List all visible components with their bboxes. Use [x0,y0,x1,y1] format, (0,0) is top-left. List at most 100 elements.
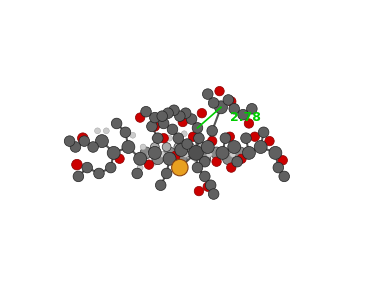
Circle shape [194,151,200,157]
Circle shape [120,127,131,138]
Circle shape [169,105,179,116]
Circle shape [203,89,213,99]
Circle shape [150,122,160,131]
Circle shape [140,144,146,150]
Circle shape [174,143,183,151]
Circle shape [241,133,251,143]
Circle shape [171,151,180,161]
Circle shape [247,103,257,114]
Circle shape [279,171,289,182]
Circle shape [78,133,88,143]
Circle shape [209,98,219,108]
Circle shape [73,171,84,182]
Circle shape [171,151,177,157]
Circle shape [237,154,246,163]
Circle shape [173,159,184,170]
Circle shape [115,154,124,163]
Circle shape [187,147,199,159]
Circle shape [175,143,188,156]
Circle shape [244,119,254,128]
Circle shape [192,162,203,173]
Circle shape [159,151,165,157]
Circle shape [72,159,82,170]
Circle shape [207,136,217,146]
Circle shape [181,131,187,137]
Circle shape [94,128,100,134]
Circle shape [200,156,210,167]
Circle shape [197,108,207,118]
Circle shape [147,151,153,157]
Circle shape [186,114,197,124]
Circle shape [152,153,164,165]
Circle shape [223,153,234,165]
Circle shape [241,151,247,157]
Circle shape [163,152,176,165]
Circle shape [178,117,187,127]
Circle shape [136,113,145,122]
Circle shape [198,143,206,151]
Circle shape [238,109,249,120]
Circle shape [105,162,116,173]
Circle shape [155,180,166,191]
Circle shape [82,162,93,173]
Circle shape [162,143,171,151]
Circle shape [152,135,158,141]
Text: 2.78: 2.78 [230,111,261,124]
Circle shape [250,132,260,141]
Circle shape [147,121,157,132]
Circle shape [254,141,267,153]
Circle shape [79,136,90,146]
Circle shape [203,182,212,191]
Circle shape [215,86,224,96]
Circle shape [201,141,214,153]
Circle shape [180,108,191,118]
Circle shape [212,157,221,166]
Circle shape [64,136,75,146]
Circle shape [258,127,269,138]
Circle shape [214,101,227,114]
Circle shape [174,111,185,121]
Circle shape [151,143,159,151]
Circle shape [278,156,287,165]
Circle shape [149,112,160,123]
Circle shape [130,132,136,138]
Circle shape [163,108,173,118]
Circle shape [218,151,224,157]
Circle shape [220,133,230,143]
Circle shape [227,97,236,106]
Circle shape [223,95,234,105]
Circle shape [96,135,109,148]
Circle shape [164,147,176,159]
Circle shape [229,103,240,114]
Circle shape [205,180,216,191]
Circle shape [230,151,236,157]
Circle shape [273,162,284,173]
Circle shape [137,165,143,171]
Circle shape [121,128,127,134]
Circle shape [70,142,81,152]
Circle shape [152,133,163,143]
Circle shape [94,168,104,179]
Circle shape [159,133,169,143]
Circle shape [227,163,236,172]
Circle shape [148,146,161,159]
Circle shape [232,156,242,167]
Circle shape [200,171,210,182]
Circle shape [194,186,204,196]
Circle shape [265,136,274,146]
Circle shape [228,141,241,153]
Circle shape [269,146,282,159]
Circle shape [167,135,172,141]
Circle shape [176,153,187,165]
Circle shape [225,132,234,141]
Circle shape [132,168,143,179]
Circle shape [144,160,154,169]
Circle shape [183,151,189,157]
Circle shape [103,128,109,134]
Circle shape [140,147,152,159]
Circle shape [206,151,212,157]
Circle shape [216,146,229,159]
Circle shape [88,142,98,152]
Circle shape [122,141,135,153]
Circle shape [211,131,217,137]
